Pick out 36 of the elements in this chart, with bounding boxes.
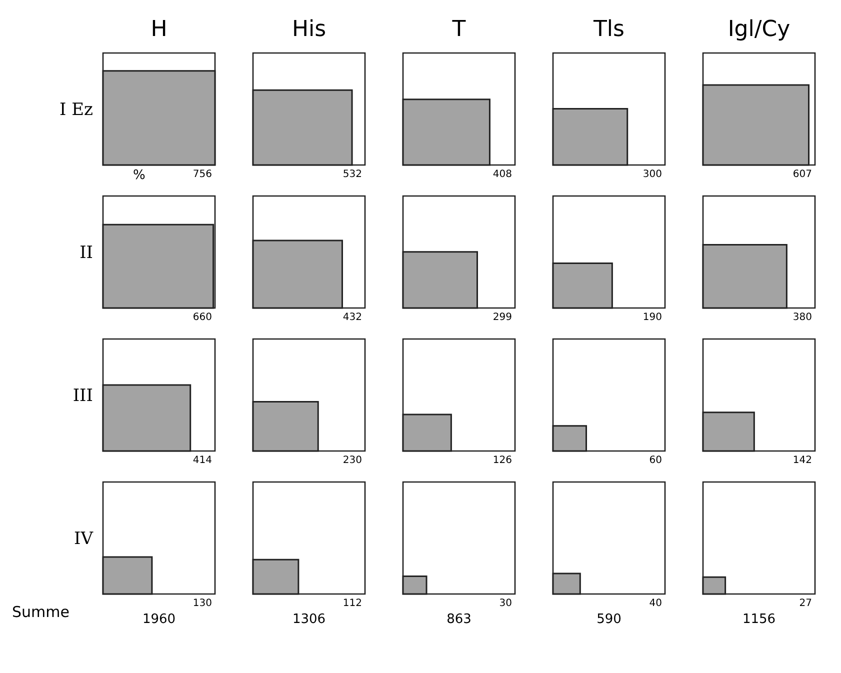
data-label: 756: [192, 169, 212, 180]
data-label: 432: [342, 312, 362, 323]
text: 863: [446, 612, 472, 627]
data-label: 126: [492, 455, 512, 466]
y-tick-label: I Ez: [60, 100, 94, 120]
text: 1306: [292, 612, 326, 627]
annotation: Summe: [12, 603, 70, 621]
x-tick-label: H: [150, 17, 168, 42]
annotation: %: [133, 168, 146, 183]
data-label: 60: [649, 455, 662, 466]
y-tick-label: III: [72, 386, 93, 406]
data-label: 142: [792, 455, 812, 466]
x-tick-label: Igl/Cy: [728, 17, 790, 42]
data-label: 40: [649, 598, 662, 609]
x-tick-label: His: [292, 17, 326, 42]
data-label: 190: [642, 312, 662, 323]
data-label: 408: [492, 169, 512, 180]
data-label: 130: [192, 598, 212, 609]
data-label: 27: [799, 598, 812, 609]
x-tick-label: T: [451, 17, 466, 42]
data-label: 299: [492, 312, 512, 323]
data-label: 660: [192, 312, 212, 323]
data-label: 230: [342, 455, 362, 466]
data-label: 30: [499, 598, 512, 609]
data-label: 607: [792, 169, 812, 180]
data-label: 112: [342, 598, 362, 609]
y-tick-label: IV: [74, 529, 94, 549]
data-label: 532: [342, 169, 362, 180]
data-label: 300: [642, 169, 662, 180]
text: 1960: [142, 612, 176, 627]
y-tick-label: II: [80, 243, 93, 263]
data-label: 414: [192, 455, 212, 466]
text: 1156: [742, 612, 776, 627]
text: 590: [596, 612, 622, 627]
data-label: 380: [792, 312, 812, 323]
x-tick-label: Tls: [592, 17, 625, 42]
